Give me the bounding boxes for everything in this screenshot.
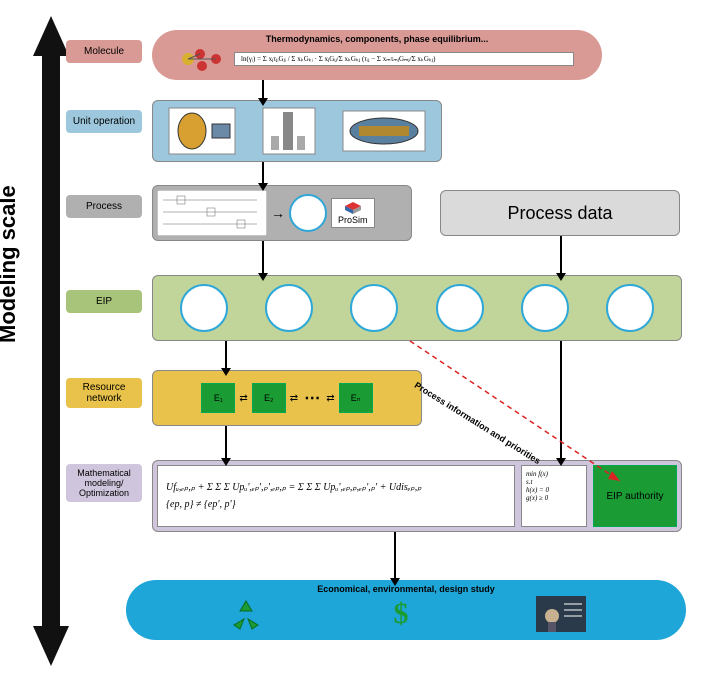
arrow-8 [394, 532, 396, 580]
dashed-arrow [400, 341, 650, 491]
dollar-icon: $ [393, 597, 408, 631]
scale-arrow-up [33, 16, 69, 56]
unit-box [152, 100, 442, 162]
axis-label: Modeling scale [0, 185, 21, 343]
study-box: Economical, environmental, design study … [126, 580, 686, 640]
resource-box: E₁ ⇄ E₂ ⇄ ⋯ ⇄ Eₙ [152, 370, 422, 426]
resource-node-2: E₂ [252, 383, 286, 413]
arrow-2 [262, 162, 264, 185]
bidir-arrow-icon: ⇄ [239, 393, 247, 404]
bidir-arrow-icon: ⇄ [290, 393, 298, 404]
eip-circle-1 [180, 284, 228, 332]
process-data-box: Process data [440, 190, 680, 236]
scale-arrow-shaft [42, 56, 60, 626]
eip-box [152, 275, 682, 341]
stage-label-resource: Resource network [66, 378, 142, 408]
eip-circle-5 [521, 284, 569, 332]
resource-node-1: E₁ [201, 383, 235, 413]
bidir-arrow-icon: ⇄ [326, 393, 334, 404]
column-icon [261, 106, 317, 156]
flowsheet-icon [157, 190, 267, 236]
molecule-box: Thermodynamics, components, phase equili… [152, 30, 602, 80]
engineer-icon [536, 596, 586, 632]
process-box: → ProSim [152, 185, 412, 241]
arrow-1 [262, 80, 264, 100]
molecule-equation: ln(γᵢ) = Σ xⱼτⱼᵢGⱼᵢ / Σ xₖGₖᵢ · Σ xⱼGᵢⱼ/… [234, 52, 574, 66]
prosim-label: ProSim [338, 215, 368, 225]
stage-label-math: Mathematical modeling/ Optimization [66, 464, 142, 502]
scale-arrow-down [33, 626, 69, 666]
eip-circle-3 [350, 284, 398, 332]
stage-label-eip: EIP [66, 290, 142, 313]
opt-line-3: g(x) ≥ 0 [526, 494, 582, 502]
eip-circle-6 [606, 284, 654, 332]
reactor-icon [167, 106, 237, 156]
prosim-cube-icon [344, 201, 362, 215]
molecule-icon [180, 46, 226, 72]
recycle-icon [226, 597, 266, 631]
eip-circle-4 [436, 284, 484, 332]
heatex-icon [341, 109, 427, 153]
resource-node-dots: ⋯ [302, 388, 322, 408]
stage-label-unit: Unit operation [66, 110, 142, 133]
resource-node-n: Eₙ [339, 383, 373, 413]
prosim-box: ProSim [331, 198, 375, 228]
arrow-7 [225, 426, 227, 460]
molecule-title: Thermodynamics, components, phase equili… [180, 34, 574, 44]
arrow-5 [225, 341, 227, 370]
eip-circle-2 [265, 284, 313, 332]
arrow-4 [560, 236, 562, 275]
study-title: Economical, environmental, design study [162, 584, 650, 594]
arrow-3 [262, 241, 264, 275]
math-equation-sub: {ep, p} ≠ {ep', p'} [166, 499, 506, 510]
stage-label-molecule: Molecule [66, 40, 142, 63]
stage-label-process: Process [66, 195, 142, 218]
process-circle-icon [289, 194, 327, 232]
